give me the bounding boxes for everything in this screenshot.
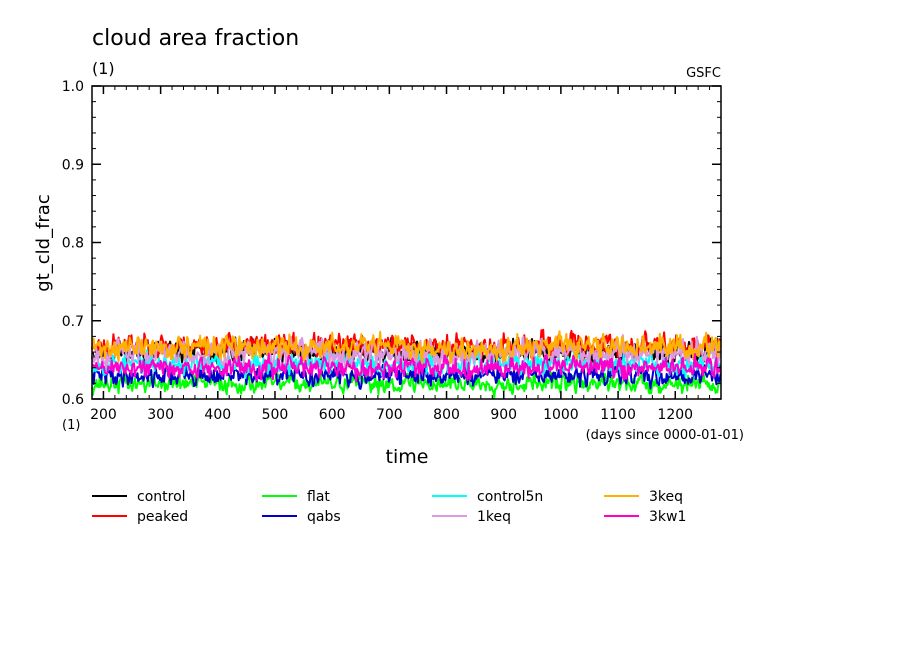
chart-subtitle: (1) [92,59,115,78]
x-tick-label: 500 [262,407,289,423]
x-tick-label: 700 [376,407,403,423]
legend-label-3kw1: 3kw1 [649,509,686,525]
legend-label-3keq: 3keq [649,489,683,505]
legend-label-control5n: control5n [477,489,543,505]
x-tick-label: 600 [319,407,346,423]
series-layer [91,328,722,400]
legend-label-qabs: qabs [307,509,341,525]
legend-label-1keq: 1keq [477,509,511,525]
y-tick-label: 0.8 [62,236,84,252]
legend-label-peaked: peaked [137,509,188,525]
legend-label-flat: flat [307,489,330,505]
x-tick-label: 800 [433,407,460,423]
y-tick-label: 0.7 [62,314,84,330]
y-units: (1) [62,418,80,433]
x-tick-label: 200 [90,407,117,423]
ticks-layer: 200 300 400 500 600 700 800 900 1000 1100 1200 0.6 0… [62,79,722,423]
x-tick-label: 1000 [543,407,579,423]
x-tick-label: 400 [204,407,231,423]
plot-frame [91,85,722,400]
source-label: GSFC [686,66,721,81]
y-axis-label: gt_cld_frac [33,194,54,291]
chart-title: cloud area fraction [92,26,299,51]
x-tick-label: 900 [490,407,517,423]
x-tick-label: 1100 [600,407,636,423]
y-tick-label: 0.6 [62,392,84,408]
x-tick-label: 300 [147,407,174,423]
y-tick-label: 0.9 [62,157,84,173]
series-line-3keq [91,330,722,365]
x-tick-label: 1200 [657,407,693,423]
series-line-3kw1 [91,352,722,383]
legend-label-control: control [137,489,186,505]
x-axis-label: time [386,446,429,468]
y-tick-label: 1.0 [62,79,84,95]
x-units: (days since 0000-01-01) [586,428,744,443]
legend: control peaked flat qabs control5n 1keq 3keq 3k… [92,489,686,525]
